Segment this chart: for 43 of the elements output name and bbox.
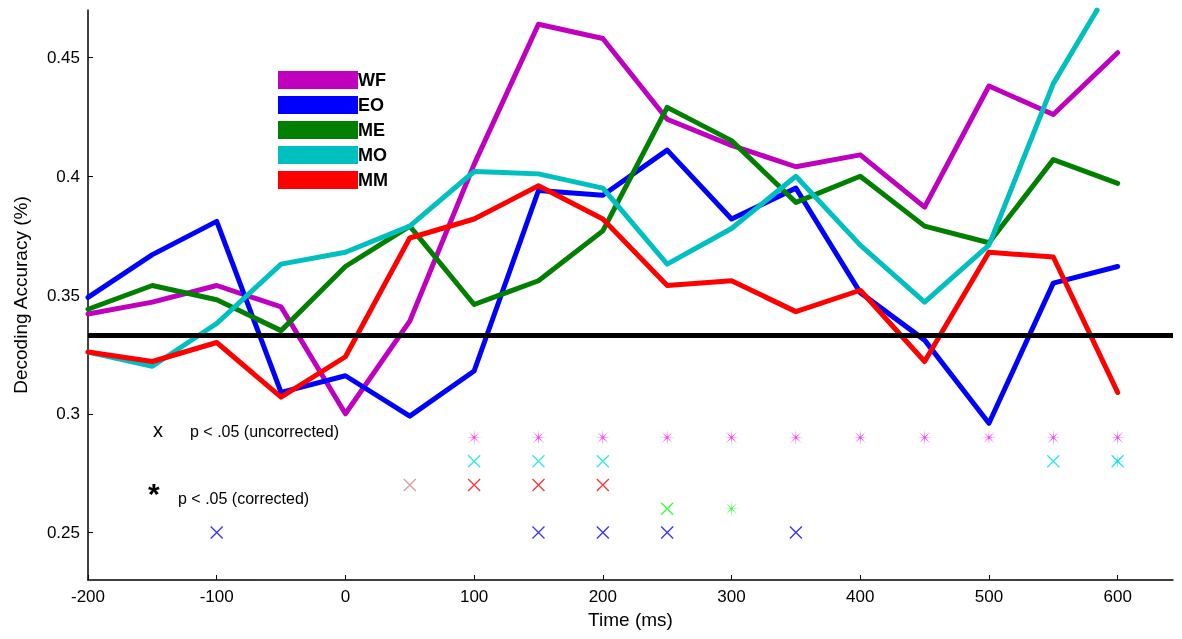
point	[789, 525, 803, 540]
x-tick-label: 100	[459, 587, 489, 606]
legend-label: MO	[358, 145, 387, 165]
x-tick-label: 300	[717, 587, 746, 606]
point	[596, 525, 610, 540]
x-tick-label: 500	[974, 587, 1004, 606]
annotation: x	[153, 419, 163, 441]
legend-label: ME	[358, 120, 385, 140]
point	[403, 478, 417, 492]
y-tick-label: 0.35	[46, 285, 80, 305]
point	[660, 502, 674, 516]
legend-label: EO	[358, 95, 385, 115]
point	[530, 429, 547, 446]
annotation: *	[148, 476, 160, 510]
x-tick-label: 600	[1103, 587, 1132, 606]
legend-label: MM	[358, 170, 388, 190]
point	[916, 429, 933, 446]
point	[1046, 454, 1060, 468]
annotation: p < .05 (corrected)	[178, 489, 310, 507]
x-tick-label: 400	[846, 587, 875, 606]
point	[531, 478, 546, 492]
x-tick-label: -100	[199, 587, 234, 606]
y-tick-label: 0.3	[56, 404, 80, 424]
y-tick-label: 0.45	[46, 48, 80, 67]
point	[723, 429, 740, 446]
point	[531, 454, 546, 468]
x-axis-title: Time (ms)	[588, 608, 673, 630]
y-tick-label: 0.4	[56, 166, 80, 186]
y-tick-label: 0.25	[46, 523, 80, 542]
point	[596, 454, 610, 468]
point	[531, 525, 546, 540]
x-tick-label: 200	[588, 587, 618, 606]
y-axis-title: Decoding Accuracy (%)	[10, 196, 31, 394]
x-tick-label: -200	[70, 587, 106, 606]
point	[467, 454, 481, 468]
point	[210, 525, 224, 540]
point	[660, 525, 674, 540]
x-tick-label: 0	[340, 587, 351, 606]
annotation: p < .05 (uncorrected)	[190, 422, 339, 440]
point	[467, 478, 481, 492]
legend-label: WF	[358, 70, 386, 90]
point	[1109, 429, 1126, 446]
point	[596, 478, 610, 492]
